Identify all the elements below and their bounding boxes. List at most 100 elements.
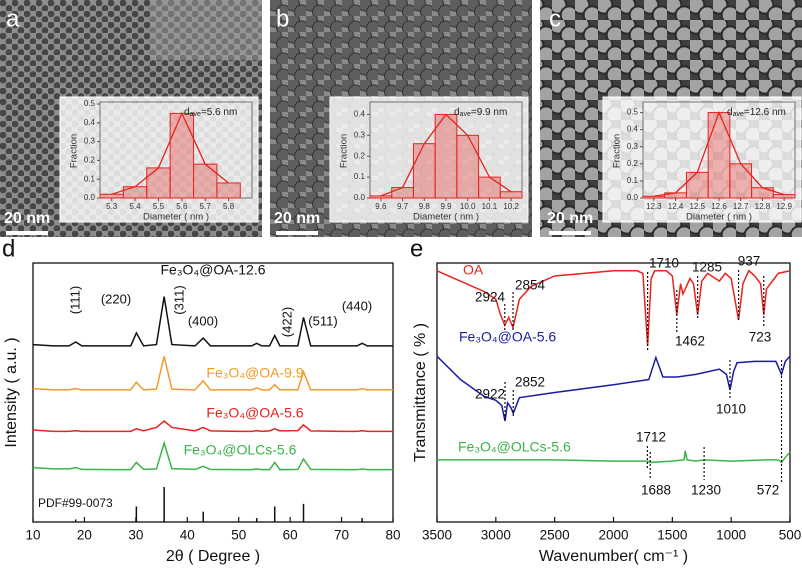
x-tick-label: 12.3 bbox=[646, 202, 662, 211]
x-tick-label: 50 bbox=[231, 528, 246, 543]
peak-label: 1462 bbox=[675, 334, 705, 349]
peak-label: 1010 bbox=[716, 402, 746, 417]
scale-bar-label: 20 nm bbox=[4, 210, 50, 227]
panel-label: e bbox=[410, 235, 423, 262]
y-tick-label: 0.4 bbox=[627, 125, 639, 134]
x-tick-label: 5.3 bbox=[106, 202, 118, 211]
x-tick-label: 30 bbox=[128, 528, 143, 543]
y-tick-label: 0.1 bbox=[354, 172, 366, 181]
y-axis-label: Transmittance ( % ) bbox=[412, 323, 429, 462]
peak-index-label: (311) bbox=[171, 285, 186, 314]
x-tick-label: 5.6 bbox=[176, 202, 188, 211]
peak-index-label: (440) bbox=[342, 298, 372, 313]
peak-label: 2854 bbox=[515, 278, 546, 293]
annotation-text: =12.6 nm bbox=[744, 107, 786, 118]
annotation-main: d bbox=[727, 107, 733, 118]
x-tick-label: 5.4 bbox=[130, 202, 142, 211]
y-axis-label: Intensity ( a.u. ) bbox=[3, 337, 20, 447]
fit-curve bbox=[380, 113, 512, 197]
y-tick-label: 0.0 bbox=[84, 193, 96, 202]
x-tick-label: 9.6 bbox=[375, 202, 387, 211]
bar bbox=[729, 163, 753, 199]
bar bbox=[751, 187, 774, 199]
series-line bbox=[32, 296, 393, 347]
bar bbox=[369, 195, 393, 199]
reference-label: PDF#99-0073 bbox=[38, 496, 113, 510]
x-tick-label: 12.8 bbox=[755, 202, 771, 211]
x-axis-label: 2θ ( Degree ) bbox=[166, 548, 260, 565]
x-tick-label: 500 bbox=[779, 528, 802, 543]
bar bbox=[193, 163, 218, 199]
peak-index-label: (511) bbox=[308, 313, 337, 328]
peak-label: 2924 bbox=[475, 290, 506, 305]
x-tick-label: 1500 bbox=[657, 528, 687, 543]
bar bbox=[772, 194, 796, 199]
peak-label: 572 bbox=[757, 483, 780, 498]
peak-label: 937 bbox=[738, 254, 761, 269]
bar bbox=[169, 112, 195, 199]
x-tick-label: 5.7 bbox=[200, 202, 212, 211]
inset-background bbox=[329, 96, 529, 223]
annotation-main: d bbox=[184, 107, 190, 118]
x-tick-label: 2000 bbox=[598, 528, 628, 543]
series-label: Fe₃O₄@OA-5.6 bbox=[459, 329, 556, 345]
x-axis-label: Diameter ( nm ) bbox=[413, 212, 479, 223]
scale-bar-label: 20 nm bbox=[274, 210, 320, 227]
x-tick-label: 9.8 bbox=[419, 202, 431, 211]
annotation-main: d bbox=[454, 107, 460, 118]
peak-index-label: (400) bbox=[188, 313, 218, 328]
annotation-text: =5.6 nm bbox=[201, 107, 237, 118]
peak-index-label: (111) bbox=[67, 286, 82, 314]
peak-label: 1712 bbox=[636, 430, 666, 445]
average-annotation: dave=12.6 nm bbox=[727, 107, 786, 118]
y-tick-label: 0.4 bbox=[354, 110, 366, 119]
x-tick-label: 10.1 bbox=[482, 202, 498, 211]
y-tick-label: 0.1 bbox=[84, 174, 96, 183]
annotation-text: =9.9 nm bbox=[471, 107, 507, 118]
panel-label: d bbox=[2, 235, 15, 262]
x-tick-label: 9.7 bbox=[397, 202, 409, 211]
x-tick-label: 10.0 bbox=[460, 202, 476, 211]
x-tick-label: 3500 bbox=[422, 528, 452, 543]
x-tick-label: 40 bbox=[180, 528, 195, 543]
x-tick-label: 10 bbox=[25, 528, 40, 543]
series-label: Fe₃O₄@OLCs-5.6 bbox=[458, 439, 571, 455]
bar bbox=[478, 176, 501, 199]
plot-frame bbox=[32, 262, 394, 523]
tem-image-region bbox=[150, 0, 262, 60]
scale-bar-label: 20 nm bbox=[547, 210, 593, 227]
series-line bbox=[32, 356, 393, 391]
x-tick-label: 20 bbox=[77, 528, 92, 543]
y-tick-label: 0.5 bbox=[627, 108, 639, 117]
y-tick-label: 0.1 bbox=[627, 176, 639, 185]
series-line bbox=[32, 420, 393, 433]
series-line bbox=[437, 450, 791, 464]
x-tick-label: 3000 bbox=[481, 528, 511, 543]
y-tick-label: 0.3 bbox=[627, 142, 639, 151]
bar bbox=[434, 113, 458, 199]
y-axis-label: Fraction bbox=[612, 134, 623, 168]
bar bbox=[412, 143, 436, 199]
panel-label: b bbox=[276, 5, 289, 32]
y-tick-label: 0.0 bbox=[354, 193, 366, 202]
y-axis-label: Fraction bbox=[339, 134, 350, 168]
bar bbox=[122, 186, 148, 199]
peak-label: 723 bbox=[749, 330, 772, 345]
bar bbox=[99, 193, 124, 199]
x-axis-label: Diameter ( nm ) bbox=[686, 212, 752, 223]
x-axis-label: Wavenumber( cm⁻¹ ) bbox=[539, 548, 688, 565]
bar bbox=[707, 112, 731, 199]
series-line bbox=[436, 355, 791, 422]
bar bbox=[146, 167, 171, 199]
x-tick-label: 1000 bbox=[716, 528, 746, 543]
annotation-subscript: ave bbox=[190, 111, 201, 118]
x-tick-label: 12.9 bbox=[776, 202, 792, 211]
y-tick-label: 0.2 bbox=[354, 151, 366, 160]
average-annotation: dave=9.9 nm bbox=[454, 107, 507, 118]
fit-curve bbox=[111, 111, 230, 195]
x-tick-label: 12.6 bbox=[711, 202, 727, 211]
series-line bbox=[32, 440, 393, 471]
x-tick-label: 70 bbox=[334, 528, 349, 543]
annotation-subscript: ave bbox=[733, 111, 744, 118]
series-label: OA bbox=[463, 262, 484, 278]
